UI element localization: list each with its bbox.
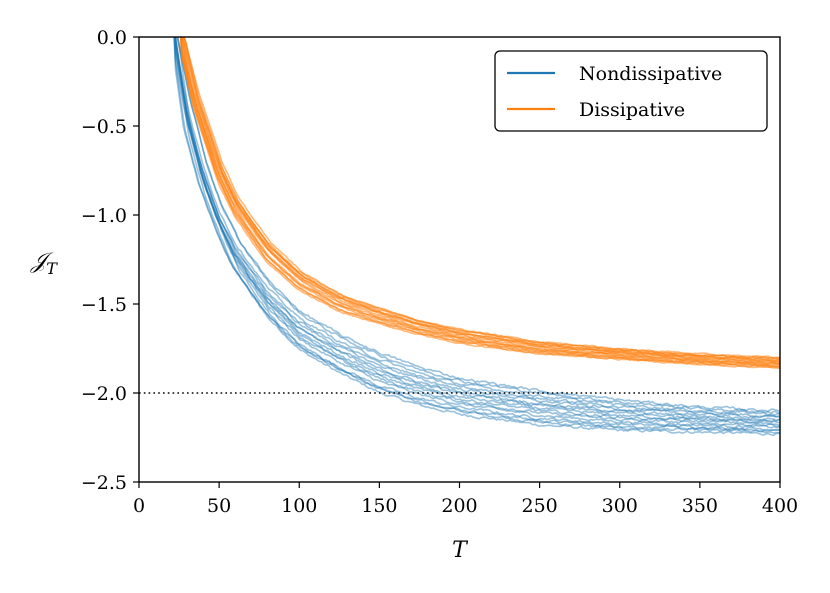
- legend: Nondissipative Dissipative: [494, 50, 768, 132]
- y-tick-label: −1.5: [81, 294, 127, 316]
- series-run-line: [179, 37, 780, 361]
- series-run-line: [173, 37, 780, 424]
- series-run-line: [173, 37, 780, 421]
- y-tick-label: −0.5: [81, 116, 127, 138]
- series-run-line: [176, 37, 780, 434]
- series-run-line: [174, 37, 780, 413]
- legend-box: [494, 50, 768, 132]
- series-run-line: [173, 37, 780, 418]
- axis-ticks: 0 50 100 150 200 250 300 350 400 0.0 −0.5 −1.0 −1.5 −…: [81, 27, 798, 517]
- x-axis-label: T: [452, 538, 469, 563]
- x-tick-label: 300: [602, 495, 638, 517]
- series-run-line: [179, 37, 780, 365]
- y-axis-label-subscript: T: [46, 259, 58, 278]
- series-dissipative: [179, 37, 780, 370]
- series-run-line: [173, 37, 780, 419]
- series-run-line: [174, 37, 780, 437]
- x-tick-label: 150: [361, 495, 397, 517]
- y-tick-label: −2.5: [81, 472, 127, 494]
- series-run-line: [174, 37, 780, 428]
- series-run-line: [174, 37, 780, 415]
- x-tick-label: 350: [682, 495, 718, 517]
- y-axis-label: 𝒥T: [30, 249, 58, 278]
- y-tick-label: −1.0: [81, 205, 127, 227]
- series-run-line: [173, 37, 780, 416]
- series-run-line: [180, 37, 780, 359]
- x-tick-label: 250: [521, 495, 557, 517]
- y-tick-label: 0.0: [97, 27, 127, 49]
- legend-label-nondissipative: Nondissipative: [579, 63, 722, 85]
- series-run-line: [174, 37, 780, 429]
- series-nondissipative: [173, 37, 780, 437]
- series-lines: [173, 37, 780, 437]
- series-run-line: [173, 37, 780, 433]
- x-tick-label: 50: [207, 495, 231, 517]
- series-run-line: [174, 37, 780, 423]
- series-run-line: [174, 37, 780, 427]
- x-tick-label: 0: [133, 495, 145, 517]
- series-run-line: [173, 37, 780, 432]
- legend-label-dissipative: Dissipative: [579, 99, 685, 121]
- y-tick-label: −2.0: [81, 383, 127, 405]
- x-tick-label: 200: [441, 495, 477, 517]
- x-tick-label: 400: [762, 495, 798, 517]
- x-tick-label: 100: [281, 495, 317, 517]
